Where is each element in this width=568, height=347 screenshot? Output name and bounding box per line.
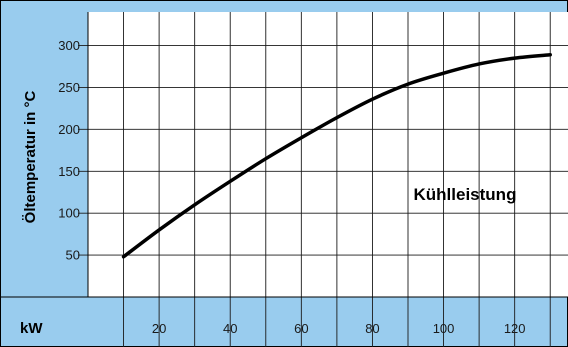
series-layer [121,53,552,259]
y-tick-label: 200 [58,122,80,137]
y-tick-label: 100 [58,206,80,221]
x-tick-label: 80 [365,321,379,336]
x-tick-label: 100 [433,321,455,336]
y-tick-label: 250 [58,80,80,95]
x-tick-label: 40 [223,321,237,336]
plot-area [88,12,568,297]
y-axis-label: Öltemperatur in °C [22,90,39,223]
y-tick-label: 300 [58,38,80,53]
x-tick-label: 20 [152,321,166,336]
y-tick-label: 50 [66,248,80,263]
curve-annotation: Kühlleistung [414,185,517,204]
x-tick-label: 60 [294,321,308,336]
y-tick-label: 150 [58,164,80,179]
series-line-0 [121,53,552,259]
y-tick-labels: 50 100 150 200 250 300 [58,38,80,263]
x-tick-labels: 20 40 60 80 100 120 [152,321,526,336]
x-tick-label: 120 [504,321,526,336]
x-axis-unit-label: kW [20,320,43,337]
